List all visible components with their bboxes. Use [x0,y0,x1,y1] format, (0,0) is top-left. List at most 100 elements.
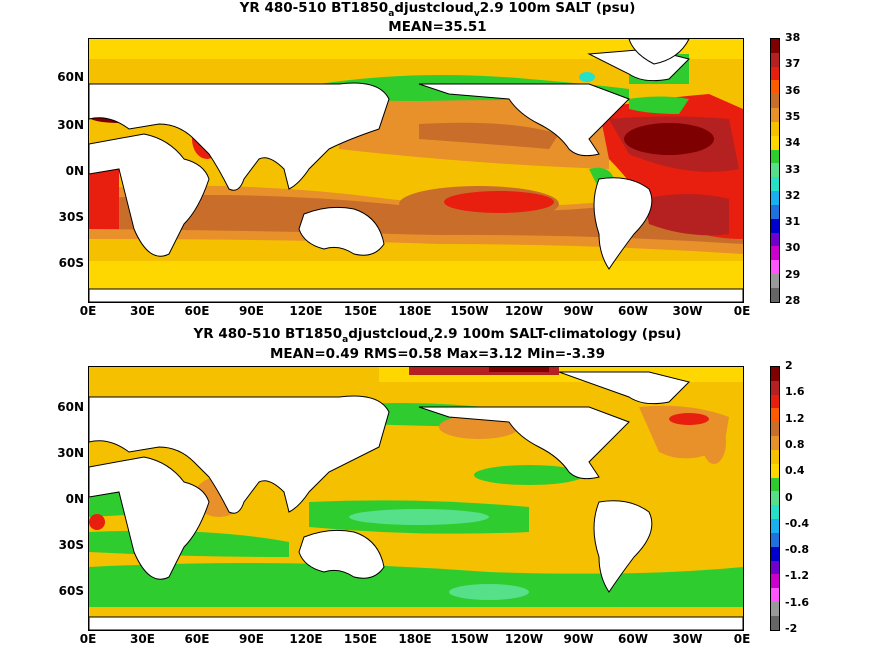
colorbar-segment [771,367,779,381]
colorbar-segment [771,463,779,478]
colorbar-segment [771,422,779,437]
x-tick-label: 120E [289,304,323,318]
panel2-title: YR 480-510 BT1850adjustcloudv2.9 100m SA… [193,326,682,345]
colorbar-segment [771,80,779,95]
colorbar-salt [770,38,780,303]
colorbar-segment [771,519,779,533]
colorbar-segment [771,274,779,288]
x-tick-label: 60E [184,632,210,646]
x-tick-label: 150E [343,632,378,646]
colorbar-segment [771,52,779,67]
colorbar-segment [771,574,779,589]
x-tick-label: 0E [733,304,751,318]
colorbar-label: 34 [785,136,801,150]
colorbar-label: -0.4 [785,516,810,530]
x-tick-label: 120E [289,632,323,646]
x-tick-label: 60W [618,632,648,646]
x-tick-label: 150W [450,632,489,646]
colorbar-segment [771,380,779,395]
x-tick-label: 90E [239,632,264,646]
x-tick-label: 0E [79,304,97,318]
colorbar-label: 0.4 [785,464,805,478]
colorbar-segment [771,477,779,492]
colorbar-label: -1.6 [785,595,810,609]
y-tick-0n-2: 0N [65,492,84,506]
colorbar-segment [771,394,779,409]
colorbar-segment [771,39,779,53]
colorbar-segment [771,135,779,150]
y-tick-60s: 60S [58,256,84,270]
x-tick-label: 120W [504,632,544,646]
colorbar-segment [771,218,779,233]
colorbar-label: 37 [785,57,801,71]
x-tick-label: 150E [343,304,378,318]
colorbar-segment [771,121,779,136]
y-tick-30n: 30N [57,118,84,132]
colorbar-label: 1.6 [785,385,805,399]
y-tick-0n: 0N [65,164,84,178]
colorbar-segment [771,546,779,561]
x-tick-label: 120W [504,304,544,318]
x-tick-label: 60E [184,304,210,318]
colorbar-segment [771,163,779,178]
anomaly-map [88,366,744,631]
colorbar-label: 0 [785,490,793,504]
colorbar-segment [771,449,779,464]
x-tick-label: 180E [398,304,432,318]
colorbar-label: 36 [785,83,801,97]
colorbar-segment [771,108,779,122]
y-tick-60n-2: 60N [57,400,84,414]
x-tick-label: 30E [130,632,155,646]
panel1-stats: MEAN=35.51 [388,19,487,35]
x-tick-label: 150W [450,304,489,318]
y-tick-60s-2: 60S [58,584,84,598]
colorbar-segment [771,204,779,219]
colorbar-segment [771,602,779,616]
x-tick-label: 0E [733,632,751,646]
salinity-field [89,39,743,302]
colorbar-segment [771,191,779,205]
colorbar-segment [771,260,779,275]
x-tick-label: 30W [672,632,703,646]
colorbar-segment [771,505,779,520]
colorbar-segment [771,177,779,192]
colorbar-label: 28 [785,294,801,307]
x-tick-label: 90E [239,304,264,318]
colorbar-segment [771,287,779,302]
y-tick-30s-2: 30S [58,538,84,552]
colorbar-label: -1.2 [785,569,810,583]
colorbar-label: -2 [785,622,798,635]
x-tick-label: 180E [398,632,432,646]
x-tick-label: 60W [618,304,648,318]
colorbar-segment [771,615,779,630]
colorbar-label: 29 [785,267,801,281]
colorbar-label: 2 [785,359,793,372]
y-tick-30n-2: 30N [57,446,84,460]
colorbar-label: 33 [785,162,801,176]
colorbar-segment [771,532,779,547]
colorbar-label: 32 [785,188,801,202]
colorbar-segment [771,66,779,81]
colorbar-segment [771,560,779,575]
colorbar-segment [771,491,779,506]
salinity-map [88,38,744,303]
panel1-title: YR 480-510 BT1850adjustcloudv2.9 100m SA… [239,0,636,19]
colorbar-label: 31 [785,215,801,229]
y-tick-30s: 30S [58,210,84,224]
colorbar-segment [771,408,779,423]
x-tick-label: 0E [79,632,97,646]
x-tick-label: 90W [563,304,594,318]
colorbar-anomaly [770,366,780,631]
colorbar-label: 30 [785,241,801,255]
anomaly-field [89,367,743,630]
colorbar-segment [771,436,779,450]
colorbar-label: 38 [785,31,801,44]
colorbar-label: 35 [785,109,801,123]
colorbar-segment [771,588,779,603]
colorbar-segment [771,232,779,247]
x-tick-label: 30W [672,304,703,318]
colorbar-label: 1.2 [785,411,805,425]
colorbar-segment [771,149,779,164]
y-tick-60n: 60N [57,70,84,84]
x-tick-label: 30E [130,304,155,318]
